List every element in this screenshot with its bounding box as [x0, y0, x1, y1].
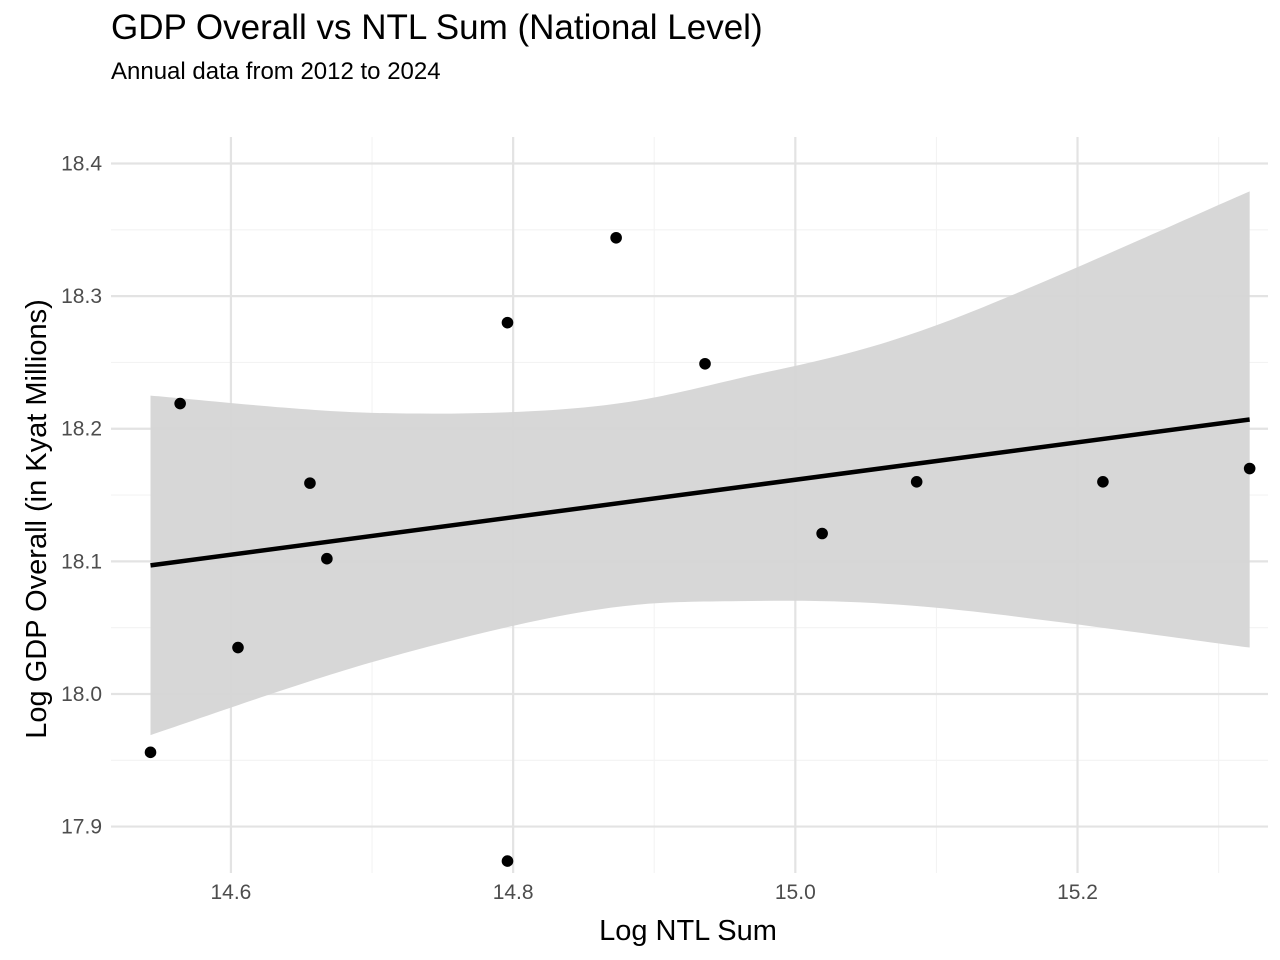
data-point — [610, 231, 622, 244]
y-tick-label: 18.2 — [61, 418, 102, 441]
y-tick-label: 17.9 — [61, 816, 102, 839]
data-point — [144, 746, 157, 759]
y-tick-label: 18.3 — [61, 285, 102, 308]
data-point — [1243, 462, 1256, 475]
data-point — [501, 316, 514, 329]
x-tick-label: 15.2 — [1057, 881, 1098, 904]
data-point — [232, 641, 244, 654]
confidence-band-layer — [150, 191, 1250, 736]
y-axis-title: Log GDP Overall (in Kyat Millions) — [21, 299, 53, 738]
x-axis-title: Log NTL Sum — [599, 915, 777, 947]
data-point — [174, 397, 186, 410]
data-points-layer — [144, 231, 1256, 867]
data-point — [910, 475, 923, 488]
data-point — [816, 527, 828, 540]
data-point — [304, 477, 316, 489]
y-tick-label: 18.4 — [61, 153, 102, 176]
data-point — [1097, 475, 1109, 488]
data-point — [501, 855, 514, 867]
chart-title: GDP Overall vs NTL Sum (National Level) — [111, 8, 763, 47]
regression-line — [150, 417, 1250, 568]
chart-subtitle: Annual data from 2012 to 2024 — [111, 58, 441, 85]
x-tick-label: 15.0 — [775, 881, 816, 904]
x-tick-label: 14.6 — [210, 881, 251, 904]
x-tick-label: 14.8 — [493, 881, 534, 904]
confidence-band — [150, 191, 1250, 736]
y-tick-label: 18.0 — [61, 683, 102, 706]
regression-line-layer — [150, 417, 1250, 568]
y-axis-ticks: 17.9 18.0 18.1 18.2 18.3 18.4 — [61, 153, 102, 839]
y-tick-label: 18.1 — [61, 550, 102, 573]
x-axis-ticks: 14.6 14.8 15.0 15.2 — [210, 881, 1097, 904]
data-point — [321, 552, 333, 565]
data-point — [699, 357, 711, 370]
